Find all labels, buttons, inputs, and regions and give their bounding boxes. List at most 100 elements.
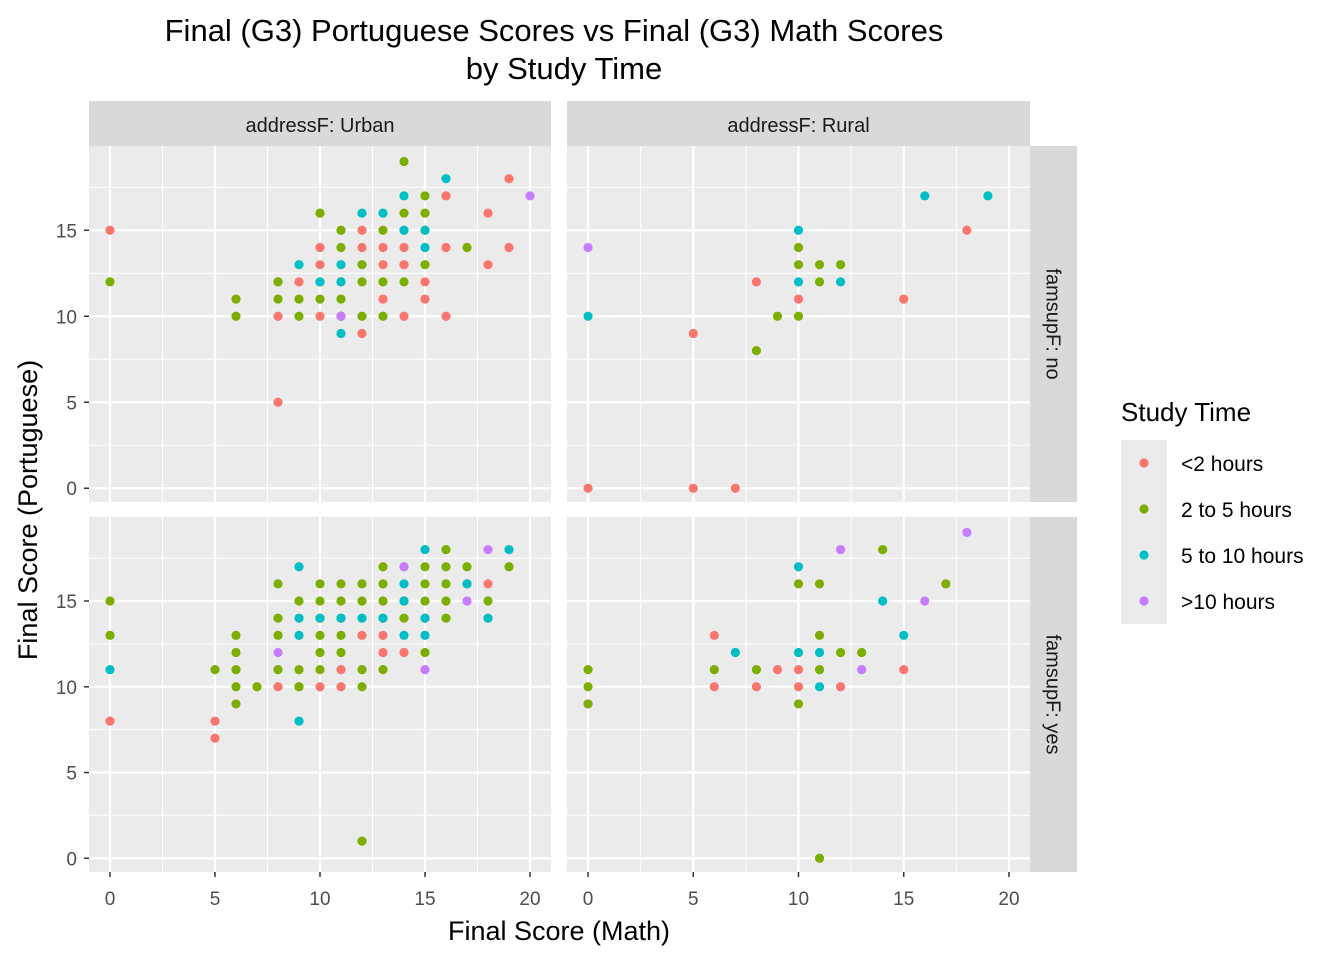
data-point (294, 596, 304, 606)
x-tick-label: 15 (414, 889, 435, 910)
data-point (878, 544, 888, 555)
y-axis-title: Final Score (Portuguese) (13, 360, 43, 660)
data-point (814, 630, 825, 640)
x-axis-title: Final Score (Math) (448, 916, 670, 946)
data-point (315, 596, 325, 606)
data-point (462, 562, 472, 572)
data-point (462, 579, 472, 589)
y-tick-label: 10 (56, 678, 77, 699)
data-point (294, 613, 304, 623)
y-tick-label: 15 (56, 592, 77, 613)
data-point (399, 191, 409, 201)
legend-key-background (1121, 440, 1167, 624)
data-point (105, 665, 115, 675)
legend-label: 5 to 10 hours (1181, 545, 1304, 568)
x-tick-label: 20 (998, 889, 1019, 910)
facet-panel-0-1 (567, 146, 1030, 502)
data-point (399, 242, 409, 253)
data-point (105, 716, 115, 726)
data-point (983, 191, 993, 201)
data-point (420, 562, 430, 572)
data-point (793, 277, 804, 287)
data-point (357, 682, 367, 692)
data-point (294, 277, 304, 287)
data-point (336, 328, 346, 339)
x-tick-label: 10 (309, 889, 330, 910)
data-point (441, 544, 451, 555)
data-point (399, 647, 409, 658)
data-point (231, 647, 241, 658)
facet-panels (89, 146, 1030, 872)
data-point (378, 208, 388, 218)
data-point (294, 682, 304, 692)
data-point (441, 613, 451, 623)
data-point (336, 596, 346, 606)
data-point (583, 311, 593, 321)
data-point (441, 311, 451, 321)
data-point (420, 596, 430, 606)
panel-points-1-1 (583, 527, 972, 863)
data-point (793, 562, 804, 572)
legend-label: <2 hours (1181, 453, 1263, 476)
data-point (441, 191, 451, 201)
data-point (336, 630, 346, 640)
data-point (814, 277, 825, 287)
data-point (441, 562, 451, 572)
data-point (357, 311, 367, 321)
data-point (504, 562, 514, 572)
data-point (751, 665, 762, 675)
data-point (920, 596, 930, 606)
data-point (793, 225, 804, 235)
data-point (378, 294, 388, 304)
row-strip-label: famsupF: no (1042, 268, 1064, 379)
data-point (399, 156, 409, 167)
data-point (336, 682, 346, 692)
data-point (899, 294, 909, 304)
data-point (962, 527, 972, 538)
data-point (294, 260, 304, 270)
data-point (231, 311, 241, 321)
data-point (793, 682, 804, 692)
data-point (357, 613, 367, 623)
data-point (814, 853, 825, 863)
data-point (315, 579, 325, 589)
y-tick-label: 0 (66, 849, 77, 870)
data-point (835, 544, 846, 555)
chart-title-line2: by Study Time (466, 51, 662, 86)
data-point (420, 191, 430, 201)
data-point (814, 682, 825, 692)
data-point (210, 716, 220, 726)
x-tick-label: 5 (688, 889, 699, 910)
data-point (688, 483, 698, 493)
data-point (878, 596, 888, 606)
y-tick-label: 0 (66, 479, 77, 500)
data-point (583, 682, 593, 692)
data-point (399, 208, 409, 218)
data-point (483, 613, 493, 623)
data-point (273, 613, 283, 623)
data-point (336, 242, 346, 253)
data-point (835, 647, 846, 658)
data-point (793, 665, 804, 675)
data-point (378, 665, 388, 675)
legend-key-point (1139, 550, 1149, 560)
y-tick-label: 5 (66, 764, 77, 785)
data-point (504, 242, 514, 253)
data-point (357, 630, 367, 640)
data-point (357, 277, 367, 287)
data-point (105, 630, 115, 640)
legend-key-point (1139, 504, 1149, 514)
x-tick-label: 5 (210, 889, 221, 910)
data-point (462, 242, 472, 253)
data-point (315, 613, 325, 623)
data-point (336, 579, 346, 589)
x-tick-label: 0 (105, 889, 116, 910)
data-point (420, 277, 430, 287)
data-point (210, 665, 220, 675)
data-point (378, 647, 388, 658)
data-point (835, 682, 846, 692)
data-point (105, 277, 115, 287)
data-point (814, 579, 825, 589)
data-point (294, 311, 304, 321)
data-point (835, 260, 846, 270)
